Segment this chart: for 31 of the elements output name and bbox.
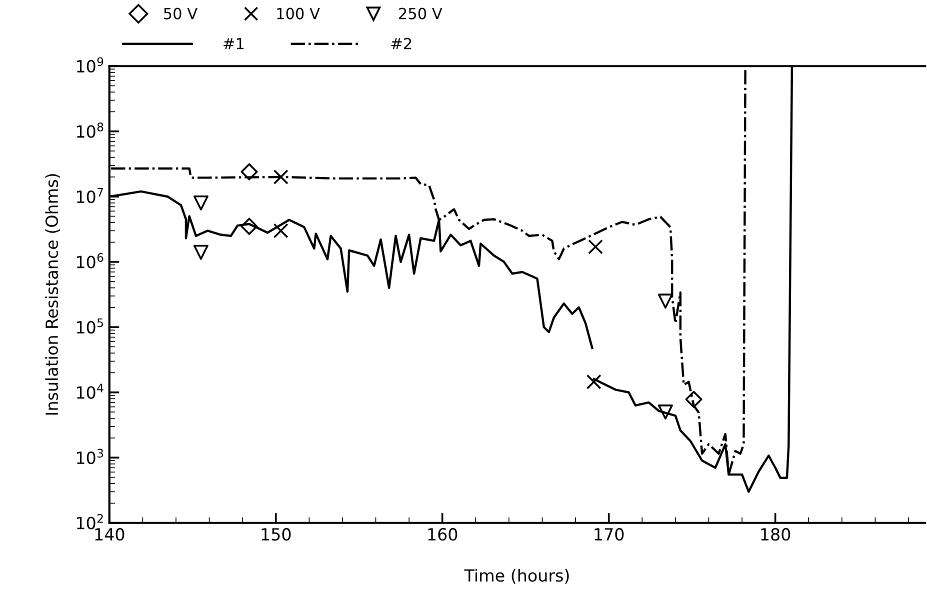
- y-tick-label: 10$^{5}$: [77, 318, 103, 334]
- x-tick-label: 150: [262, 528, 291, 541]
- x-axis-title: Time (hours): [464, 568, 569, 584]
- point: [658, 404, 673, 420]
- y-tick-label: 10$^{6}$: [77, 253, 104, 268]
- x-tick-label: 140: [95, 528, 124, 541]
- y-axis-title: Insulation Resistance (Ohms): [45, 174, 60, 415]
- legend-label: #1: [224, 38, 244, 50]
- point: [193, 195, 208, 210]
- legend-label: #2: [391, 38, 412, 50]
- x-tick-label: 160: [428, 528, 458, 541]
- point: [240, 218, 258, 235]
- y-tick-label: 10$^{2}$: [77, 514, 103, 530]
- point: [586, 374, 602, 390]
- legend-label: 250 V: [399, 8, 442, 20]
- y-tick-label: 10$^{3}$: [77, 448, 104, 464]
- point: [240, 163, 258, 180]
- y-tick-label: 10$^{9}$: [77, 57, 104, 73]
- legend-label: 50 V: [164, 8, 198, 20]
- x-tick-label: 180: [761, 528, 790, 541]
- point: [588, 239, 604, 254]
- y-tick-label: 10$^{7}$: [77, 188, 103, 204]
- point: [685, 390, 702, 408]
- point: [658, 294, 673, 309]
- x-tick-label: 170: [594, 528, 624, 541]
- point: [193, 244, 208, 260]
- y-tick-label: 10$^{4}$: [77, 384, 104, 399]
- legend-label: 100 V: [277, 8, 320, 20]
- point: [273, 169, 288, 184]
- y-tick-label: 10$^{8}$: [77, 122, 104, 138]
- point: [273, 223, 288, 238]
